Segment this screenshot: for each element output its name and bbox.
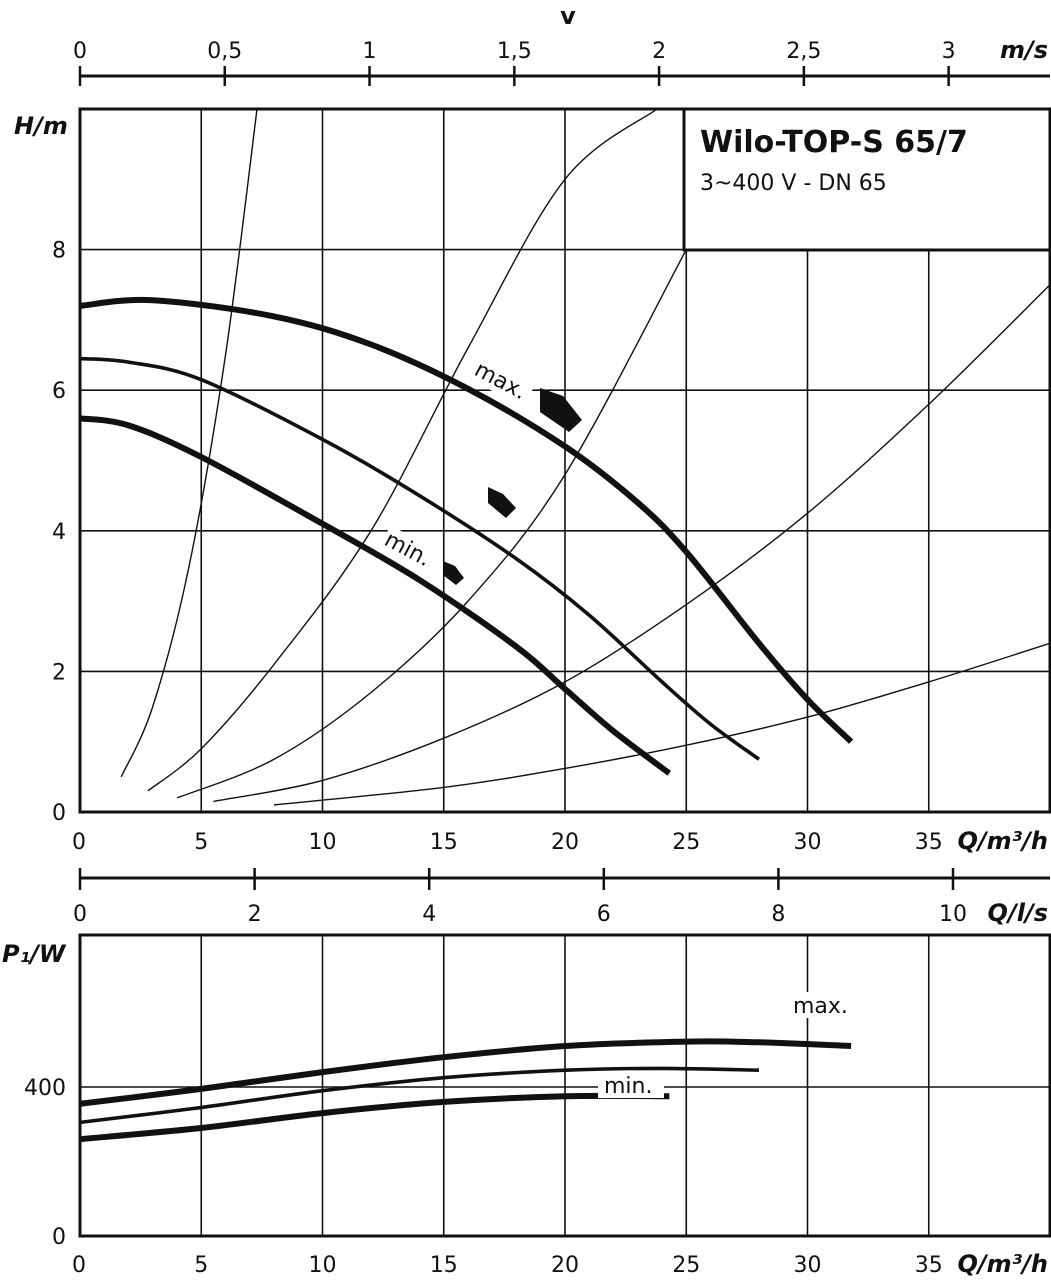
velocity-axis-letter: v (560, 2, 576, 30)
marker-mid (488, 487, 516, 518)
velocity-axis-ticks: 0 0,5 1 1,5 2 2,5 3 (73, 39, 956, 86)
title-box (682, 107, 1051, 252)
power-x-tick-10: 10 (309, 1253, 337, 1278)
power-x-tick-30: 30 (794, 1253, 822, 1278)
marker-min (443, 561, 464, 585)
head-x-tick-35: 35 (915, 830, 943, 855)
head-x-tick-5: 5 (194, 830, 208, 855)
marker-max (540, 388, 582, 432)
label-max-power: max. (790, 992, 856, 1019)
head-x-tick-20: 20 (551, 830, 579, 855)
power-x-tick-0: 0 (72, 1253, 86, 1278)
head-y-tick-4: 4 (52, 520, 66, 545)
power-x-tick-15: 15 (430, 1253, 458, 1278)
label-min-power-text: min. (604, 1074, 652, 1099)
head-chart-frame (78, 107, 1051, 814)
head-x-tick-0: 0 (72, 830, 86, 855)
head-x-tick-30: 30 (794, 830, 822, 855)
chart-title: Wilo-TOP-S 65/7 (700, 125, 968, 160)
head-axis-label: H/m (14, 112, 68, 140)
head-curve-mid (80, 356, 761, 761)
power-x-tick-35: 35 (915, 1253, 943, 1278)
flow-ls-axis-ticks: 0 2 4 6 8 10 (73, 868, 967, 927)
chart-subtitle: 3~400 V - DN 65 (700, 171, 887, 196)
velocity-axis-unit: m/s (1000, 36, 1048, 64)
head-x-tick-15: 15 (430, 830, 458, 855)
head-curve-min (80, 415, 672, 776)
power-curve-min (80, 1092, 670, 1143)
velocity-tick-2: 1 (363, 39, 377, 64)
flow-ls-axis-unit: Q/l/s (988, 899, 1048, 927)
velocity-tick-0: 0 (73, 39, 87, 64)
head-curve-max (80, 296, 854, 744)
system-curve-2 (147, 109, 658, 792)
power-chart-ticks: 0 5 10 15 20 25 30 35 0 400 (24, 1076, 943, 1278)
head-chart-series (80, 296, 854, 776)
head-y-tick-6: 6 (52, 379, 66, 404)
power-chart: 0 5 10 15 20 25 30 35 0 400 P₁/W Q/m³/h max. min. (2, 933, 1051, 1278)
flow-axis-label-bottom: Q/m³/h (957, 1250, 1048, 1278)
label-min-head-text: min. (380, 527, 435, 572)
power-curve-max (80, 1038, 852, 1107)
head-y-tick-0: 0 (52, 801, 66, 826)
power-chart-frame (78, 933, 1051, 1238)
head-x-tick-25: 25 (672, 830, 700, 855)
system-curve-4 (213, 284, 1050, 803)
flow-ls-tick-2: 4 (422, 902, 436, 927)
power-curve-mid (80, 1066, 760, 1125)
power-chart-grid (80, 935, 1050, 1236)
head-y-tick-8: 8 (52, 239, 66, 264)
label-min-head: min. (378, 525, 441, 575)
head-x-tick-10: 10 (309, 830, 337, 855)
velocity-tick-5: 2,5 (786, 39, 821, 64)
flow-ls-tick-0: 0 (73, 902, 87, 927)
system-curve-5 (273, 642, 1050, 806)
power-x-tick-20: 20 (551, 1253, 579, 1278)
label-max-head: max. (468, 355, 536, 408)
flow-ls-tick-5: 10 (939, 902, 967, 927)
system-curve-3 (176, 249, 687, 799)
velocity-tick-4: 2 (652, 39, 666, 64)
flow-ls-axis: 0 2 4 6 8 10 Q/l/s (73, 868, 1050, 927)
flow-ls-tick-3: 6 (597, 902, 611, 927)
label-min-power: min. (598, 1072, 664, 1099)
power-axis-label: P₁/W (2, 940, 67, 968)
power-y-tick-400: 400 (24, 1076, 66, 1101)
power-chart-series (80, 1038, 852, 1143)
power-x-tick-25: 25 (672, 1253, 700, 1278)
label-max-power-text: max. (793, 994, 848, 1019)
flow-axis-label-top: Q/m³/h (957, 827, 1048, 855)
head-chart-ticks: 0 5 10 15 20 25 30 35 0 2 4 6 8 (52, 239, 943, 855)
power-x-tick-5: 5 (194, 1253, 208, 1278)
flow-ls-tick-4: 8 (771, 902, 785, 927)
velocity-tick-3: 1,5 (497, 39, 532, 64)
flow-ls-tick-1: 2 (248, 902, 262, 927)
head-chart-system-curves (120, 109, 1050, 806)
head-y-tick-2: 2 (52, 660, 66, 685)
power-y-tick-0: 0 (52, 1225, 66, 1250)
system-curve-1 (120, 109, 258, 778)
velocity-tick-1: 0,5 (207, 39, 242, 64)
velocity-tick-6: 3 (942, 39, 956, 64)
